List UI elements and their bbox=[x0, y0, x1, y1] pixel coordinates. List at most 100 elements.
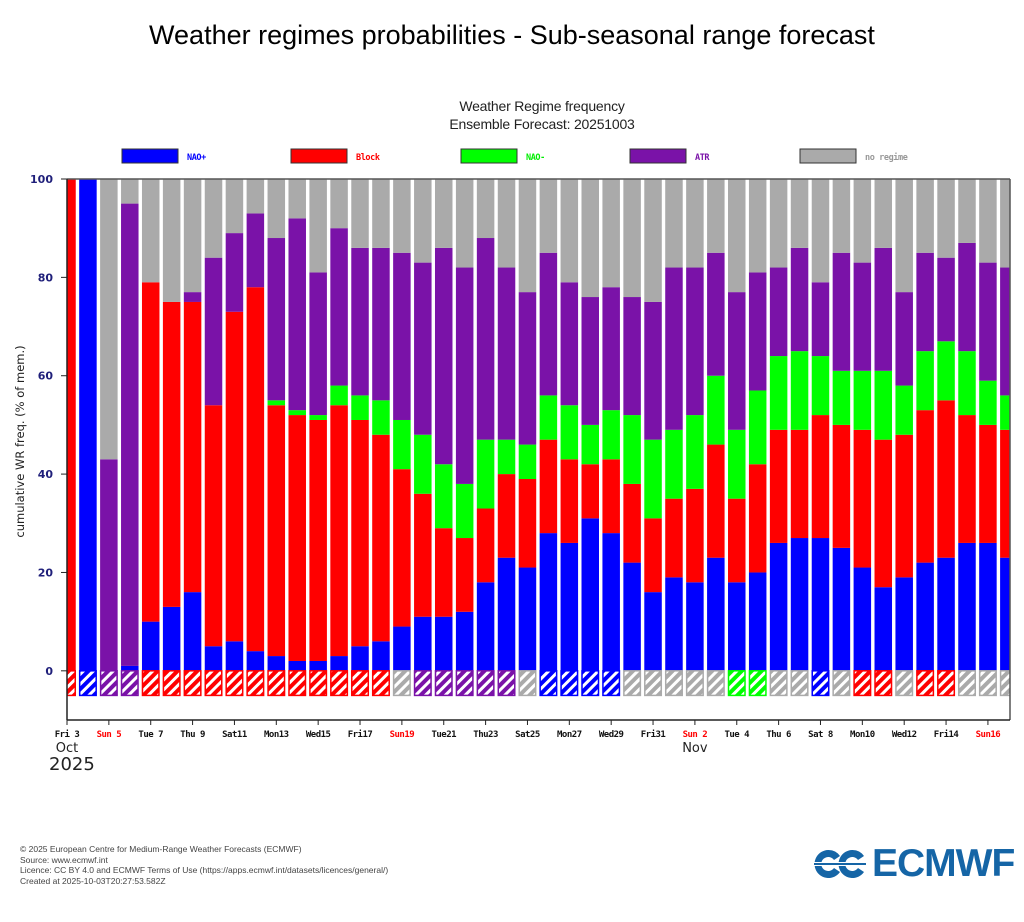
bar-no_regime bbox=[141, 179, 160, 283]
bar-block bbox=[246, 287, 265, 652]
strip-box-block bbox=[141, 670, 160, 697]
bar-nao_plus bbox=[539, 533, 558, 671]
bar-nao_minus bbox=[602, 410, 620, 460]
x-tick-label: Wed29 bbox=[599, 730, 624, 740]
strip-box-block bbox=[874, 670, 893, 697]
bar-block bbox=[183, 301, 202, 593]
bar-nao_plus bbox=[330, 656, 348, 671]
strip-box-nao_plus bbox=[539, 670, 558, 697]
bar-block bbox=[141, 282, 160, 622]
bar-atr bbox=[246, 213, 265, 288]
x-month-label: Oct bbox=[56, 741, 78, 756]
bar-atr bbox=[748, 272, 767, 391]
strip-box-no_regime bbox=[978, 670, 997, 697]
bar-nao_minus bbox=[707, 375, 725, 445]
bar-nao_plus bbox=[79, 179, 97, 671]
bar-no_regime bbox=[790, 179, 809, 248]
legend-swatch-block bbox=[290, 148, 348, 164]
legend-swatch-nao_minus bbox=[460, 148, 518, 164]
bar-no_regime bbox=[644, 179, 662, 302]
bar-nao_minus bbox=[288, 410, 306, 416]
bar-nao_plus bbox=[832, 547, 851, 671]
bar-no_regime bbox=[748, 179, 767, 273]
strip-box-no_regime bbox=[895, 670, 914, 697]
ecmwf-logo-text: ECMWF bbox=[872, 842, 1015, 885]
strip-box-no_regime bbox=[392, 670, 411, 697]
bar-no_regime bbox=[958, 179, 976, 243]
bar-no_regime bbox=[476, 179, 495, 239]
strip-box-atr bbox=[455, 670, 474, 697]
x-tick-label: Sat 8 bbox=[808, 730, 833, 740]
bar-atr bbox=[874, 247, 893, 371]
ecmwf-logo-icon bbox=[814, 849, 866, 878]
x-tick-label: Tue 7 bbox=[138, 730, 163, 740]
x-tick-label: Thu23 bbox=[473, 730, 498, 740]
bar-atr bbox=[560, 282, 579, 406]
bar-block bbox=[1000, 429, 1010, 558]
legend-swatch-atr bbox=[629, 148, 687, 164]
bar-nao_minus bbox=[455, 483, 474, 539]
bar-no_regime bbox=[686, 179, 704, 268]
bar-atr bbox=[539, 252, 558, 396]
x-month-label: Nov bbox=[682, 741, 708, 756]
bar-block bbox=[958, 415, 976, 543]
bar-atr bbox=[937, 257, 955, 342]
bar-atr bbox=[204, 257, 223, 406]
bar-block bbox=[644, 518, 662, 593]
bar-block bbox=[455, 538, 474, 612]
bar-nao_minus bbox=[560, 405, 579, 460]
bar-no_regime bbox=[393, 179, 411, 253]
source-text: Source: www.ecmwf.int bbox=[20, 854, 108, 865]
bar-atr bbox=[602, 287, 620, 411]
bar-nao_minus bbox=[748, 390, 767, 465]
bar-nao_plus bbox=[121, 665, 139, 671]
chart-title: Weather Regime frequency bbox=[459, 98, 625, 114]
bar-block bbox=[728, 498, 746, 583]
strip-box-no_regime bbox=[957, 670, 976, 697]
x-tick-label: Sun 5 bbox=[97, 730, 122, 740]
bar-nao_plus bbox=[309, 660, 327, 671]
y-tick-label: 80 bbox=[38, 271, 54, 284]
x-tick-label: Mon27 bbox=[557, 730, 582, 740]
bar-no_regime bbox=[560, 179, 579, 283]
bar-block bbox=[811, 415, 830, 539]
strip-box-nao_plus bbox=[560, 670, 579, 697]
bar-block bbox=[288, 415, 306, 661]
bar-atr bbox=[267, 238, 286, 401]
strip-box-atr bbox=[434, 670, 453, 697]
strip-box-no_regime bbox=[999, 670, 1010, 697]
strip-box-atr bbox=[99, 670, 118, 697]
bar-nao_plus bbox=[162, 606, 181, 671]
bar-nao_plus bbox=[853, 567, 872, 671]
bar-no_regime bbox=[853, 179, 872, 263]
bar-no_regime bbox=[937, 179, 955, 258]
legend-label-nao_minus: NAO- bbox=[526, 153, 545, 163]
bar-atr bbox=[414, 262, 432, 435]
bar-nao_minus bbox=[476, 439, 495, 509]
axes: 0 20 40 60 80 100 cumulative WR freq. (% of me… bbox=[13, 173, 1011, 775]
bar-nao_minus bbox=[958, 351, 976, 416]
bar-atr bbox=[121, 203, 139, 666]
strip-box-block bbox=[288, 670, 307, 697]
bar-nao_minus bbox=[414, 434, 432, 494]
bar-nao_minus bbox=[644, 439, 662, 519]
bar-nao_minus bbox=[518, 444, 537, 480]
strip-box-block bbox=[937, 670, 956, 697]
x-tick-label: Sun16 bbox=[976, 730, 1001, 740]
y-tick-label: 100 bbox=[30, 173, 53, 186]
bar-atr bbox=[183, 292, 202, 302]
bar-nao_plus bbox=[246, 651, 265, 671]
bar-atr bbox=[623, 297, 641, 416]
strip-box-no_regime bbox=[706, 670, 725, 697]
bar-nao_minus bbox=[832, 370, 851, 425]
bar-nao_plus bbox=[958, 542, 976, 671]
bar-atr bbox=[916, 252, 934, 352]
bar-block bbox=[748, 464, 767, 573]
bar-atr bbox=[393, 252, 411, 420]
bar-nao_plus bbox=[204, 646, 223, 671]
bar-atr bbox=[309, 272, 327, 416]
bar-no_regime bbox=[581, 179, 599, 298]
strip-box-block bbox=[351, 670, 370, 697]
bar-nao_plus bbox=[644, 592, 662, 671]
bar-atr bbox=[707, 252, 725, 376]
